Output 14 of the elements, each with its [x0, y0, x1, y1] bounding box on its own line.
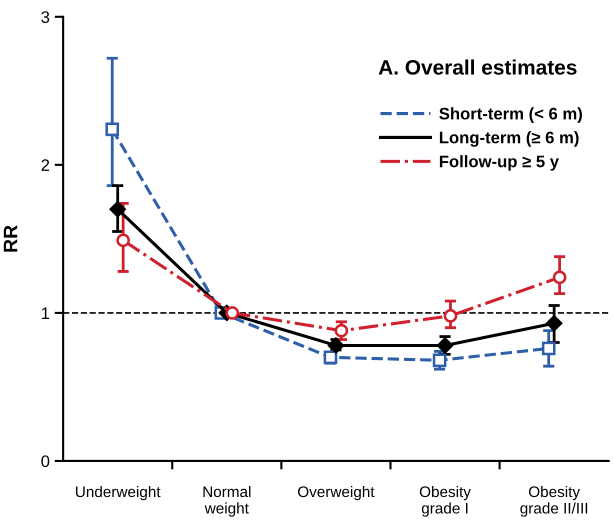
text: A. Overall estimates: [378, 59, 577, 75]
legend-label: Follow-up ≥ 5 y: [440, 155, 559, 171]
y-tick-label: 0: [41, 455, 50, 468]
x-tick-label: Obesity grade I: [420, 486, 471, 517]
y-axis-title: RR: [4, 225, 18, 252]
y-tick-label: 3: [41, 11, 50, 24]
x-tick-label: Underweight: [76, 486, 160, 500]
x-tick-label: Normal weight: [203, 486, 250, 517]
legend-label: Short-term (< 6 m): [439, 107, 582, 123]
y-tick-label: 1: [42, 307, 50, 319]
y-tick-label: 2: [42, 159, 50, 171]
x-tick-label: Overweight: [298, 486, 374, 500]
legend-label: Long-term (≥ 6 m): [440, 131, 579, 147]
x-tick-label: Obesity grade II/III: [520, 486, 588, 517]
